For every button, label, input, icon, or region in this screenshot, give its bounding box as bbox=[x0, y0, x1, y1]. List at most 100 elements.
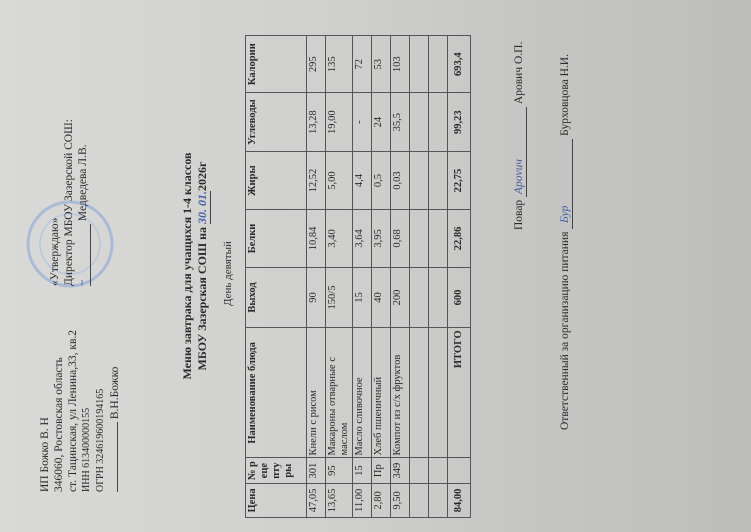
menu-table: Цена № рецептуры Наименование блюда Выхо… bbox=[245, 35, 471, 518]
cell-calories: 72 bbox=[352, 35, 372, 93]
approval-position: Директор МБОУ Зазерской СОШ: bbox=[63, 119, 75, 286]
cell-price: 47,05 bbox=[306, 483, 326, 518]
responsible-signature: Бур bbox=[558, 138, 573, 229]
approval-label: «Утверждаю» bbox=[49, 217, 61, 286]
supplier-line: 346060, Ростовская область bbox=[53, 357, 65, 492]
cell-calories bbox=[428, 35, 448, 93]
cook-label: Повар bbox=[513, 199, 525, 230]
title-date: 30. 01. bbox=[195, 191, 211, 224]
header-calories: Калории bbox=[245, 35, 307, 93]
cell-protein: 3,40 bbox=[325, 209, 353, 268]
total-protein: 22,86 bbox=[447, 209, 471, 268]
cell-fat bbox=[409, 151, 429, 210]
header-yield: Выход bbox=[245, 267, 307, 328]
cell-price: 13,65 bbox=[325, 483, 353, 518]
cell-fat: 0,03 bbox=[390, 151, 410, 210]
cell-carbs bbox=[409, 92, 429, 152]
cook-signature: Ароvич bbox=[512, 106, 527, 197]
header-fat: Жиры bbox=[245, 151, 307, 210]
cell-fat: 12,52 bbox=[306, 151, 326, 210]
total-carbs: 99,23 bbox=[447, 92, 471, 152]
cell-price bbox=[409, 483, 429, 518]
cell-yield bbox=[428, 267, 448, 328]
cell-yield: 90 bbox=[306, 267, 326, 328]
total-recipe bbox=[447, 457, 471, 484]
cell-carbs bbox=[428, 92, 448, 152]
table-row: 11,00 15 Масло сливочное 15 3,64 4,4-72 bbox=[352, 35, 372, 518]
title-school: МБОУ Зазерская СОШ на bbox=[195, 227, 209, 371]
cook-name: Арович О.П. bbox=[513, 41, 525, 105]
cell-carbs: 13,28 bbox=[306, 92, 326, 152]
cell-dish: Компот из с/х фруктов bbox=[390, 327, 410, 458]
cell-calories: 135 bbox=[325, 35, 353, 93]
approval-name: Медведева Л.В. bbox=[77, 144, 89, 222]
responsible-name: Бурховцова Н.И. bbox=[559, 54, 571, 136]
cell-price: 9,50 bbox=[390, 483, 410, 518]
cell-price: 2,80 bbox=[371, 483, 391, 518]
supplier-signature-name: В.Н.Божко bbox=[109, 366, 121, 420]
cell-yield: 200 bbox=[390, 267, 410, 328]
supplier-block: ИП Божко В. Н 346060, Ростовская область… bbox=[38, 330, 122, 492]
table-row: 47,05 301 Кнели с рисом 90 10,84 12,52 13,28 29… bbox=[306, 35, 326, 518]
table-header-row: Цена № рецептуры Наименование блюда Выхо… bbox=[245, 35, 307, 518]
cell-fat: 0,5 bbox=[371, 151, 391, 210]
supplier-line: ИНН 613400000155 bbox=[81, 407, 92, 492]
cell-recipe: 301 bbox=[306, 457, 326, 484]
cell-yield: 15 bbox=[352, 267, 372, 328]
cell-carbs: 19,00 bbox=[325, 92, 353, 152]
total-price: 84,00 bbox=[447, 483, 471, 518]
table-row bbox=[428, 35, 448, 518]
cell-calories: 53 bbox=[371, 35, 391, 93]
director-signature: ~ bbox=[76, 224, 91, 286]
title-year: 2026г bbox=[195, 161, 209, 191]
supplier-line: ИП Божко В. Н bbox=[39, 417, 51, 492]
approval-block: «Утверждаю» Директор МБОУ Зазерской СОШ:… bbox=[48, 119, 91, 286]
cell-recipe: 95 bbox=[325, 457, 353, 484]
table-row bbox=[409, 35, 429, 518]
cook-signoff: Повар Ароvич Арович О.П. bbox=[512, 42, 527, 230]
cell-protein bbox=[409, 209, 429, 268]
table-row: 2,80 Пр Хлеб пшеничный 40 3,95 0,5 24 53 bbox=[371, 35, 391, 518]
header-recipe: № рецептуры bbox=[245, 457, 307, 484]
cell-calories bbox=[409, 35, 429, 93]
cell-dish bbox=[428, 327, 448, 458]
cell-carbs: 35,5 bbox=[390, 92, 410, 152]
table-row: 9,50 349 Компот из с/х фруктов 200 0,68 0,03 3… bbox=[390, 35, 410, 518]
cell-dish: Макароны отварные с маслом bbox=[325, 327, 353, 458]
cell-price: 11,00 bbox=[352, 483, 372, 518]
responsible-label: Ответственный за организацию питания bbox=[559, 231, 571, 430]
cell-recipe bbox=[409, 457, 429, 484]
cell-fat: 4,4 bbox=[352, 151, 372, 210]
signature-line bbox=[117, 422, 118, 492]
cell-carbs: - bbox=[352, 92, 372, 152]
table-row: 13,65 95 Макароны отварные с маслом 150/5 3,… bbox=[325, 35, 353, 518]
cell-protein: 10,84 bbox=[306, 209, 326, 268]
header-carbs: Углеводы bbox=[245, 92, 307, 152]
cell-dish bbox=[409, 327, 429, 458]
cell-protein: 3,64 bbox=[352, 209, 372, 268]
title-line1: Меню завтрака для учащихся 1-4 классов bbox=[180, 152, 194, 380]
cell-dish: Масло сливочное bbox=[352, 327, 372, 458]
cell-protein: 3,95 bbox=[371, 209, 391, 268]
cell-yield bbox=[409, 267, 429, 328]
day-label: День девятый bbox=[222, 241, 234, 306]
cell-yield: 40 bbox=[371, 267, 391, 328]
cell-dish: Хлеб пшеничный bbox=[371, 327, 391, 458]
header-dish: Наименование блюда bbox=[245, 327, 307, 458]
cell-calories: 103 bbox=[390, 35, 410, 93]
cell-recipe bbox=[428, 457, 448, 484]
menu-title: Меню завтрака для учащихся 1-4 классов М… bbox=[180, 86, 211, 446]
cell-recipe: Пр bbox=[371, 457, 391, 484]
cell-yield: 150/5 bbox=[325, 267, 353, 328]
total-fat: 22,75 bbox=[447, 151, 471, 210]
cell-dish: Кнели с рисом bbox=[306, 327, 326, 458]
total-row: 84,00 ИТОГО 600 22,86 22,75 99,23 693,4 bbox=[447, 35, 471, 518]
cell-protein: 0,68 bbox=[390, 209, 410, 268]
cell-price bbox=[428, 483, 448, 518]
stamp-icon bbox=[26, 200, 114, 288]
supplier-line: ст. Тацинская, ул Ленина,33, кв.2 bbox=[67, 330, 79, 492]
cell-recipe: 349 bbox=[390, 457, 410, 484]
total-yield: 600 bbox=[447, 267, 471, 328]
cell-recipe: 15 bbox=[352, 457, 372, 484]
